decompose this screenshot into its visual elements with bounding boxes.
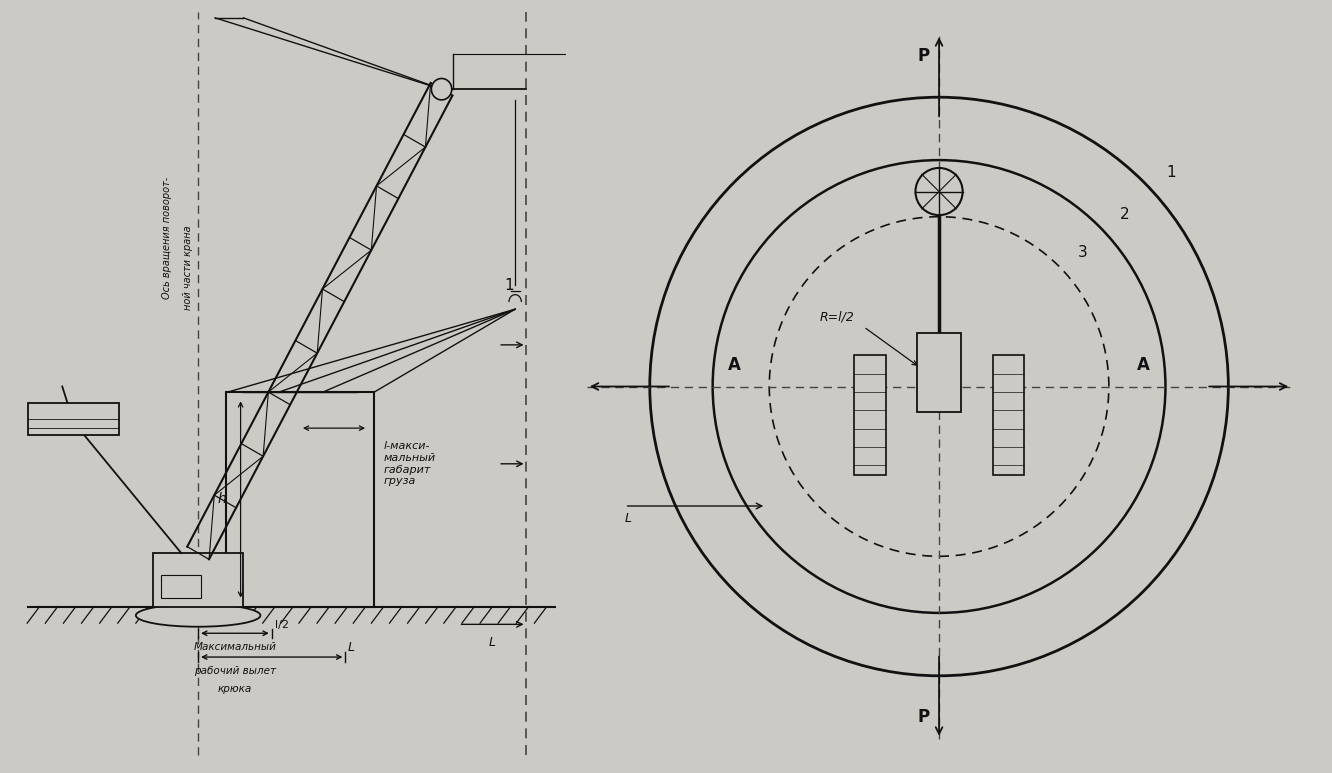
Ellipse shape (136, 604, 261, 627)
Text: ной части крана: ной части крана (182, 225, 193, 310)
Text: Р: Р (918, 47, 930, 66)
Text: А: А (729, 356, 741, 374)
Text: Максимальный: Максимальный (193, 642, 276, 652)
Bar (854, 355, 886, 475)
Text: h: h (217, 492, 226, 506)
Text: 2: 2 (1120, 207, 1130, 223)
Text: 1: 1 (1167, 165, 1176, 180)
Bar (226, 393, 373, 607)
Text: l-макси-
мальный
габарит
груза: l-макси- мальный габарит груза (384, 441, 436, 486)
Text: R=l/2: R=l/2 (819, 311, 854, 324)
Bar (28, 403, 119, 435)
Text: Ось вращения поворот-: Ось вращения поворот- (163, 177, 172, 299)
Text: крюка: крюка (218, 684, 252, 694)
Text: L: L (489, 636, 496, 649)
Text: L: L (625, 512, 631, 526)
Bar (161, 575, 201, 598)
Circle shape (915, 168, 963, 215)
Bar (916, 333, 962, 412)
Text: рабочий вылет: рабочий вылет (194, 666, 276, 676)
Text: А: А (1138, 356, 1150, 374)
Text: Р: Р (918, 707, 930, 726)
Text: 1: 1 (505, 278, 514, 293)
Text: 3: 3 (1078, 245, 1087, 261)
Bar (992, 355, 1024, 475)
Circle shape (432, 79, 452, 100)
Text: L: L (348, 641, 356, 654)
Bar (153, 553, 244, 607)
Text: l/2: l/2 (274, 620, 289, 630)
